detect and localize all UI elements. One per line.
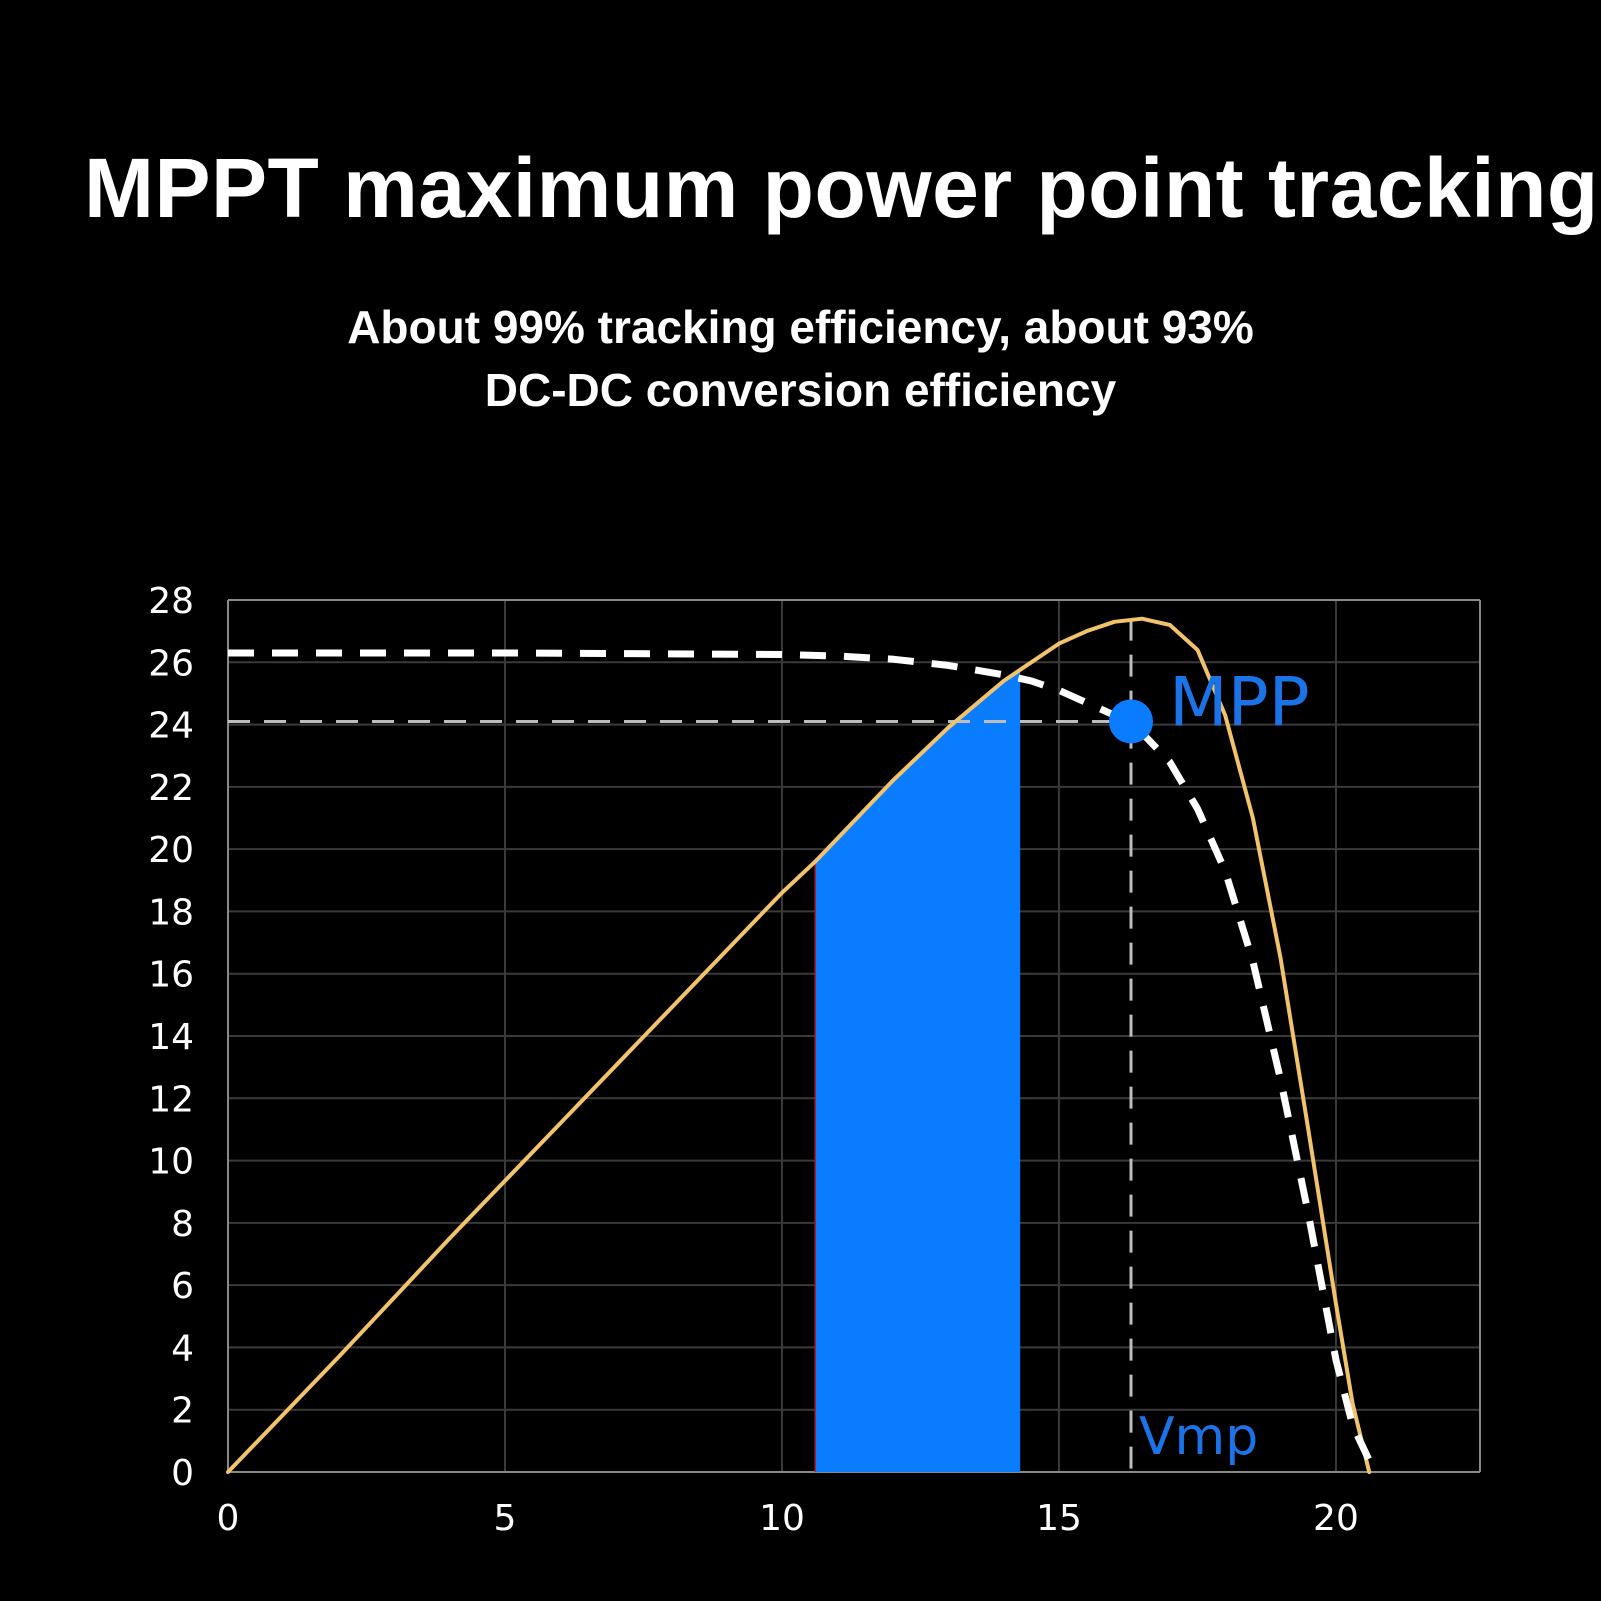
page-title: MPPT maximum power point tracking [84, 141, 1599, 235]
y-tick-label: 22 [148, 768, 194, 809]
y-tick-label: 12 [148, 1079, 194, 1120]
y-tick-label: 28 [148, 581, 194, 622]
y-tick-label: 10 [148, 1142, 194, 1183]
y-tick-label: 18 [148, 892, 194, 933]
y-tick-label: 24 [148, 706, 194, 747]
vmp-label: Vmp [1139, 1407, 1258, 1467]
shade-layer [814, 669, 1021, 1472]
x-tick-label: 0 [217, 1498, 240, 1539]
y-tick-label: 4 [171, 1328, 194, 1369]
y-tick-label: 20 [148, 830, 194, 871]
annotations: MPP Vmp [1108, 663, 1310, 1467]
y-tick-label: 0 [171, 1453, 194, 1494]
y-tick-label: 14 [148, 1017, 194, 1058]
y-tick-label: 2 [171, 1391, 194, 1432]
y-tick-label: 8 [171, 1204, 194, 1245]
series-layer [226, 616, 1378, 1474]
mpp-point [1108, 699, 1153, 744]
y-tick-label: 6 [171, 1266, 194, 1307]
x-tick-label: 20 [1313, 1498, 1359, 1539]
power-curve-line [226, 616, 1372, 1474]
shaded-power-area [815, 669, 1021, 1472]
mpp-label: MPP [1169, 663, 1310, 742]
y-tick-label: 26 [148, 643, 194, 684]
current-curve-dashed-line [228, 649, 1378, 1474]
y-tick-label: 16 [148, 955, 194, 996]
page-subtitle: About 99% tracking efficiency, about 93%… [0, 296, 1601, 422]
reference-lines [228, 618, 1133, 1472]
x-tick-label: 5 [494, 1498, 517, 1539]
subtitle-line-2: DC-DC conversion efficiency [484, 364, 1117, 416]
subtitle-line-1: About 99% tracking efficiency, about 93% [347, 301, 1254, 353]
x-tick-label: 15 [1036, 1498, 1082, 1539]
x-tick-label: 10 [759, 1498, 805, 1539]
